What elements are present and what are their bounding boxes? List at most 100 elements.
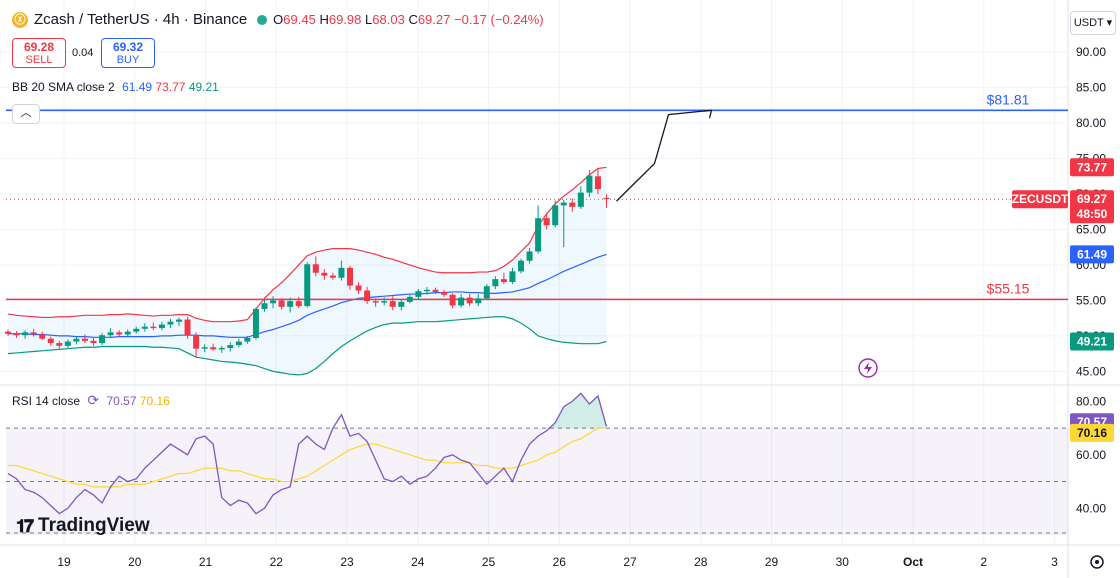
- candle-body: [22, 332, 29, 336]
- y-tick-label: 55.00: [1076, 293, 1106, 307]
- y-tick-label: 85.00: [1076, 81, 1106, 95]
- candle-body: [518, 260, 524, 272]
- candle-body: [252, 308, 259, 339]
- countdown-tag: 48:50: [1077, 207, 1108, 221]
- candle-body: [535, 218, 542, 252]
- x-tick-label: 23: [340, 555, 354, 569]
- candle-body: [526, 251, 533, 261]
- y-tick-label: 45.00: [1076, 364, 1106, 378]
- bb-basis-tag-bg: [1070, 245, 1114, 264]
- candle-body: [603, 197, 610, 200]
- x-tick-label: 28: [694, 555, 708, 569]
- projection-arrowhead: [703, 109, 713, 119]
- x-tick-label: 22: [270, 555, 284, 569]
- bb-upper-line: [7, 166, 607, 323]
- currency-button[interactable]: USDT ▾: [1070, 11, 1116, 35]
- bb-basis-tag: 61.49: [1077, 247, 1107, 261]
- candle-body: [30, 332, 37, 335]
- candle-body: [500, 279, 507, 282]
- candle-body: [201, 347, 208, 349]
- candle-body: [509, 271, 516, 282]
- rsi-tick-label: 40.00: [1076, 501, 1106, 515]
- y-tick-label: 90.00: [1076, 45, 1106, 59]
- candle-body: [441, 291, 448, 295]
- candle-body: [278, 300, 285, 307]
- market-open-dot-icon: [257, 14, 268, 25]
- candle-body: [99, 335, 106, 343]
- candle-body: [312, 264, 319, 273]
- x-tick-label: 3: [1051, 555, 1058, 569]
- candle-body: [158, 324, 165, 329]
- candle-body: [39, 334, 46, 339]
- candle-body: [586, 175, 593, 193]
- candle-body: [124, 331, 131, 335]
- candle-body: [423, 289, 430, 292]
- bb-lower-line: [7, 316, 607, 376]
- candle-body: [406, 296, 413, 302]
- candle-body: [5, 331, 11, 334]
- bb-lower-tag-bg: [1070, 332, 1114, 351]
- candle-body: [244, 338, 251, 342]
- symbol-tag: ZECUSDT: [1012, 192, 1069, 206]
- rsi-overbought-fill: [546, 393, 607, 429]
- candle-body: [543, 218, 550, 226]
- x-tick-label: 29: [765, 555, 779, 569]
- candle-body: [64, 341, 71, 346]
- gear-icon: [1090, 555, 1104, 569]
- candle-body: [133, 328, 140, 332]
- candle-body: [381, 301, 388, 303]
- candle-body: [13, 333, 20, 336]
- candle-body: [116, 332, 123, 335]
- x-tick-label: 26: [553, 555, 567, 569]
- bb-upper-tag-bg: [1070, 158, 1114, 177]
- candle-body: [287, 301, 294, 307]
- candle-body: [594, 176, 601, 190]
- tradingview-logo-icon: 𝟏𝟕: [16, 515, 34, 536]
- candle-body: [235, 341, 242, 346]
- candle-body: [347, 267, 353, 286]
- candle-body: [193, 335, 200, 349]
- buy-button[interactable]: 69.32 BUY: [101, 38, 155, 68]
- sell-button[interactable]: 69.28 SELL: [12, 38, 66, 68]
- candle-body: [184, 319, 191, 336]
- bb-legend[interactable]: BB 20 SMA close 2 61.49 73.77 49.21: [12, 80, 219, 94]
- candle-body: [295, 301, 302, 307]
- candle-body: [560, 202, 567, 206]
- candle-body: [577, 192, 584, 207]
- bb-lower-tag: 49.21: [1077, 335, 1107, 349]
- current-price-tag: 69.27: [1077, 192, 1107, 206]
- collapse-legend-button[interactable]: ︿: [12, 104, 40, 124]
- candle-body: [218, 347, 225, 350]
- candle-body: [176, 319, 182, 322]
- candle-body: [141, 326, 148, 329]
- candle-body: [150, 326, 157, 329]
- zcash-coin-icon: ⓩ: [12, 11, 28, 28]
- candle-body: [47, 338, 54, 343]
- candle-body: [210, 347, 217, 350]
- candle-body: [415, 291, 422, 297]
- candle-body: [483, 286, 490, 299]
- refresh-icon[interactable]: ⟳: [87, 392, 100, 408]
- candle-body: [304, 264, 311, 307]
- x-tick-label: 30: [836, 555, 850, 569]
- x-tick-label: 25: [482, 555, 496, 569]
- candle-body: [432, 289, 439, 292]
- x-tick-label: 19: [57, 555, 71, 569]
- x-tick-label: 21: [199, 555, 213, 569]
- y-tick-label: 65.00: [1076, 223, 1106, 237]
- candle-body: [355, 285, 362, 291]
- candle-body: [321, 272, 328, 276]
- candle-body: [372, 301, 379, 303]
- candle-body: [466, 297, 473, 304]
- rsi-ma-tag-bg: [1070, 423, 1114, 442]
- candle-body: [227, 345, 234, 348]
- gear-icon-center: [1095, 560, 1099, 564]
- candle-body: [364, 290, 371, 302]
- spread-value: 0.04: [72, 47, 94, 59]
- bb-upper-tag: 73.77: [1077, 160, 1107, 174]
- symbol-title[interactable]: Zcash / TetherUS · 4h · Binance: [34, 11, 248, 28]
- rsi-tick-label: 80.00: [1076, 394, 1106, 408]
- countdown-tag-bg: [1070, 205, 1114, 224]
- rsi-legend[interactable]: RSI 14 close ⟳ 70.57 70.16: [12, 392, 170, 408]
